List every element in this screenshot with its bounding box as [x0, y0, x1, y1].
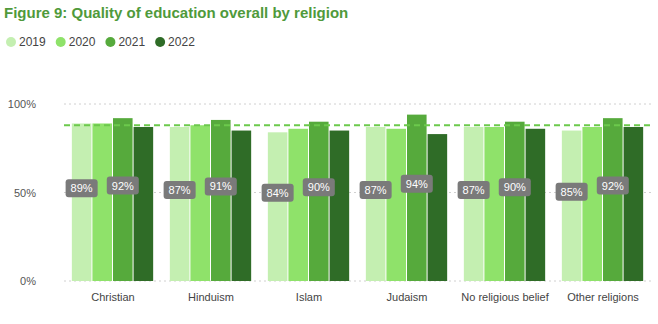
bar: [407, 115, 427, 281]
data-label-text: 85%: [561, 186, 583, 198]
bar: [211, 120, 231, 281]
reference-line: [64, 124, 652, 126]
data-label: 90%: [499, 178, 531, 196]
bar: [330, 131, 350, 281]
bar: [92, 123, 112, 281]
bar: [288, 129, 308, 281]
data-label-box: [556, 183, 588, 201]
data-label: 92%: [597, 177, 629, 195]
data-label-text: 94%: [406, 178, 428, 190]
bar: [268, 132, 288, 281]
bar: [484, 127, 504, 281]
data-label: 89%: [66, 179, 98, 197]
data-label: 91%: [205, 177, 237, 195]
data-label: 90%: [303, 178, 335, 196]
legend-swatch: [155, 37, 165, 47]
legend-label: 2021: [118, 35, 145, 49]
chart-svg: Figure 9: Quality of education overall b…: [0, 0, 658, 324]
data-label: 87%: [164, 181, 196, 199]
data-label-text: 87%: [169, 184, 191, 196]
legend-label: 2022: [168, 35, 195, 49]
data-label-text: 92%: [602, 180, 624, 192]
bar: [562, 131, 582, 281]
bar: [113, 118, 133, 281]
data-label: 92%: [107, 177, 139, 195]
data-label-box: [66, 179, 98, 197]
chart-title: Figure 9: Quality of education overall b…: [4, 4, 348, 21]
legend-label: 2019: [19, 35, 46, 49]
bars: [64, 115, 652, 281]
data-label-box: [499, 178, 531, 196]
chart-container: Figure 9: Quality of education overall b…: [0, 0, 658, 324]
data-label-text: 90%: [308, 181, 330, 193]
bar: [505, 122, 525, 281]
data-label-box: [458, 181, 490, 199]
x-tick-label: Christian: [91, 291, 134, 303]
data-label: 85%: [556, 183, 588, 201]
x-tick-label: No religious belief: [461, 291, 549, 303]
bar: [428, 134, 448, 281]
bar: [526, 129, 546, 281]
y-tick-label: 50%: [14, 187, 36, 199]
legend-label: 2020: [69, 35, 96, 49]
bar: [464, 127, 484, 281]
bar: [309, 122, 329, 281]
data-label-text: 87%: [463, 184, 485, 196]
bar: [72, 123, 92, 281]
grid-line: [64, 104, 652, 105]
bar: [232, 131, 252, 281]
bar: [624, 127, 644, 281]
data-label-text: 92%: [112, 180, 134, 192]
legend-swatch: [56, 37, 66, 47]
data-label-text: 87%: [365, 184, 387, 196]
bar: [366, 127, 386, 281]
bar: [190, 125, 210, 281]
y-tick-label: 0%: [20, 275, 36, 287]
legend-swatch: [105, 37, 115, 47]
y-tick-label: 100%: [8, 98, 36, 110]
data-label-box: [107, 177, 139, 195]
data-label: 84%: [262, 184, 294, 202]
data-label-box: [262, 184, 294, 202]
bar: [582, 127, 602, 281]
legend-swatch: [6, 37, 16, 47]
data-label-text: 89%: [71, 182, 93, 194]
x-tick-label: Judaism: [387, 291, 428, 303]
data-label-box: [303, 178, 335, 196]
data-label-box: [360, 181, 392, 199]
data-label-text: 90%: [504, 181, 526, 193]
bar: [170, 127, 190, 281]
x-tick-label: Hinduism: [188, 291, 234, 303]
bar: [386, 129, 406, 281]
data-label-text: 91%: [210, 180, 232, 192]
data-label: 87%: [360, 181, 392, 199]
x-tick-label: Other religions: [567, 291, 639, 303]
data-label-box: [401, 175, 433, 193]
data-label: 94%: [401, 175, 433, 193]
data-label: 87%: [458, 181, 490, 199]
bar: [603, 118, 623, 281]
x-tick-label: Islam: [296, 291, 322, 303]
data-label-text: 84%: [267, 187, 289, 199]
data-label-box: [597, 177, 629, 195]
data-label-box: [164, 181, 196, 199]
data-label-box: [205, 177, 237, 195]
bar: [134, 127, 154, 281]
